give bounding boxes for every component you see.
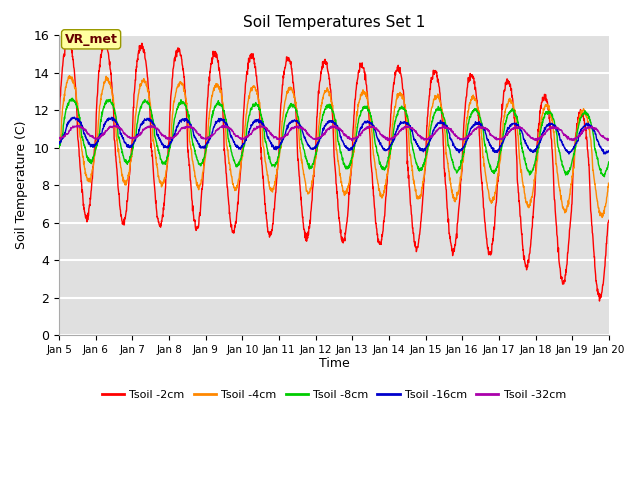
Y-axis label: Soil Temperature (C): Soil Temperature (C)	[15, 121, 28, 250]
X-axis label: Time: Time	[319, 358, 349, 371]
Legend: Tsoil -2cm, Tsoil -4cm, Tsoil -8cm, Tsoil -16cm, Tsoil -32cm: Tsoil -2cm, Tsoil -4cm, Tsoil -8cm, Tsoi…	[97, 385, 571, 404]
Title: Soil Temperatures Set 1: Soil Temperatures Set 1	[243, 15, 425, 30]
Text: VR_met: VR_met	[65, 33, 118, 46]
